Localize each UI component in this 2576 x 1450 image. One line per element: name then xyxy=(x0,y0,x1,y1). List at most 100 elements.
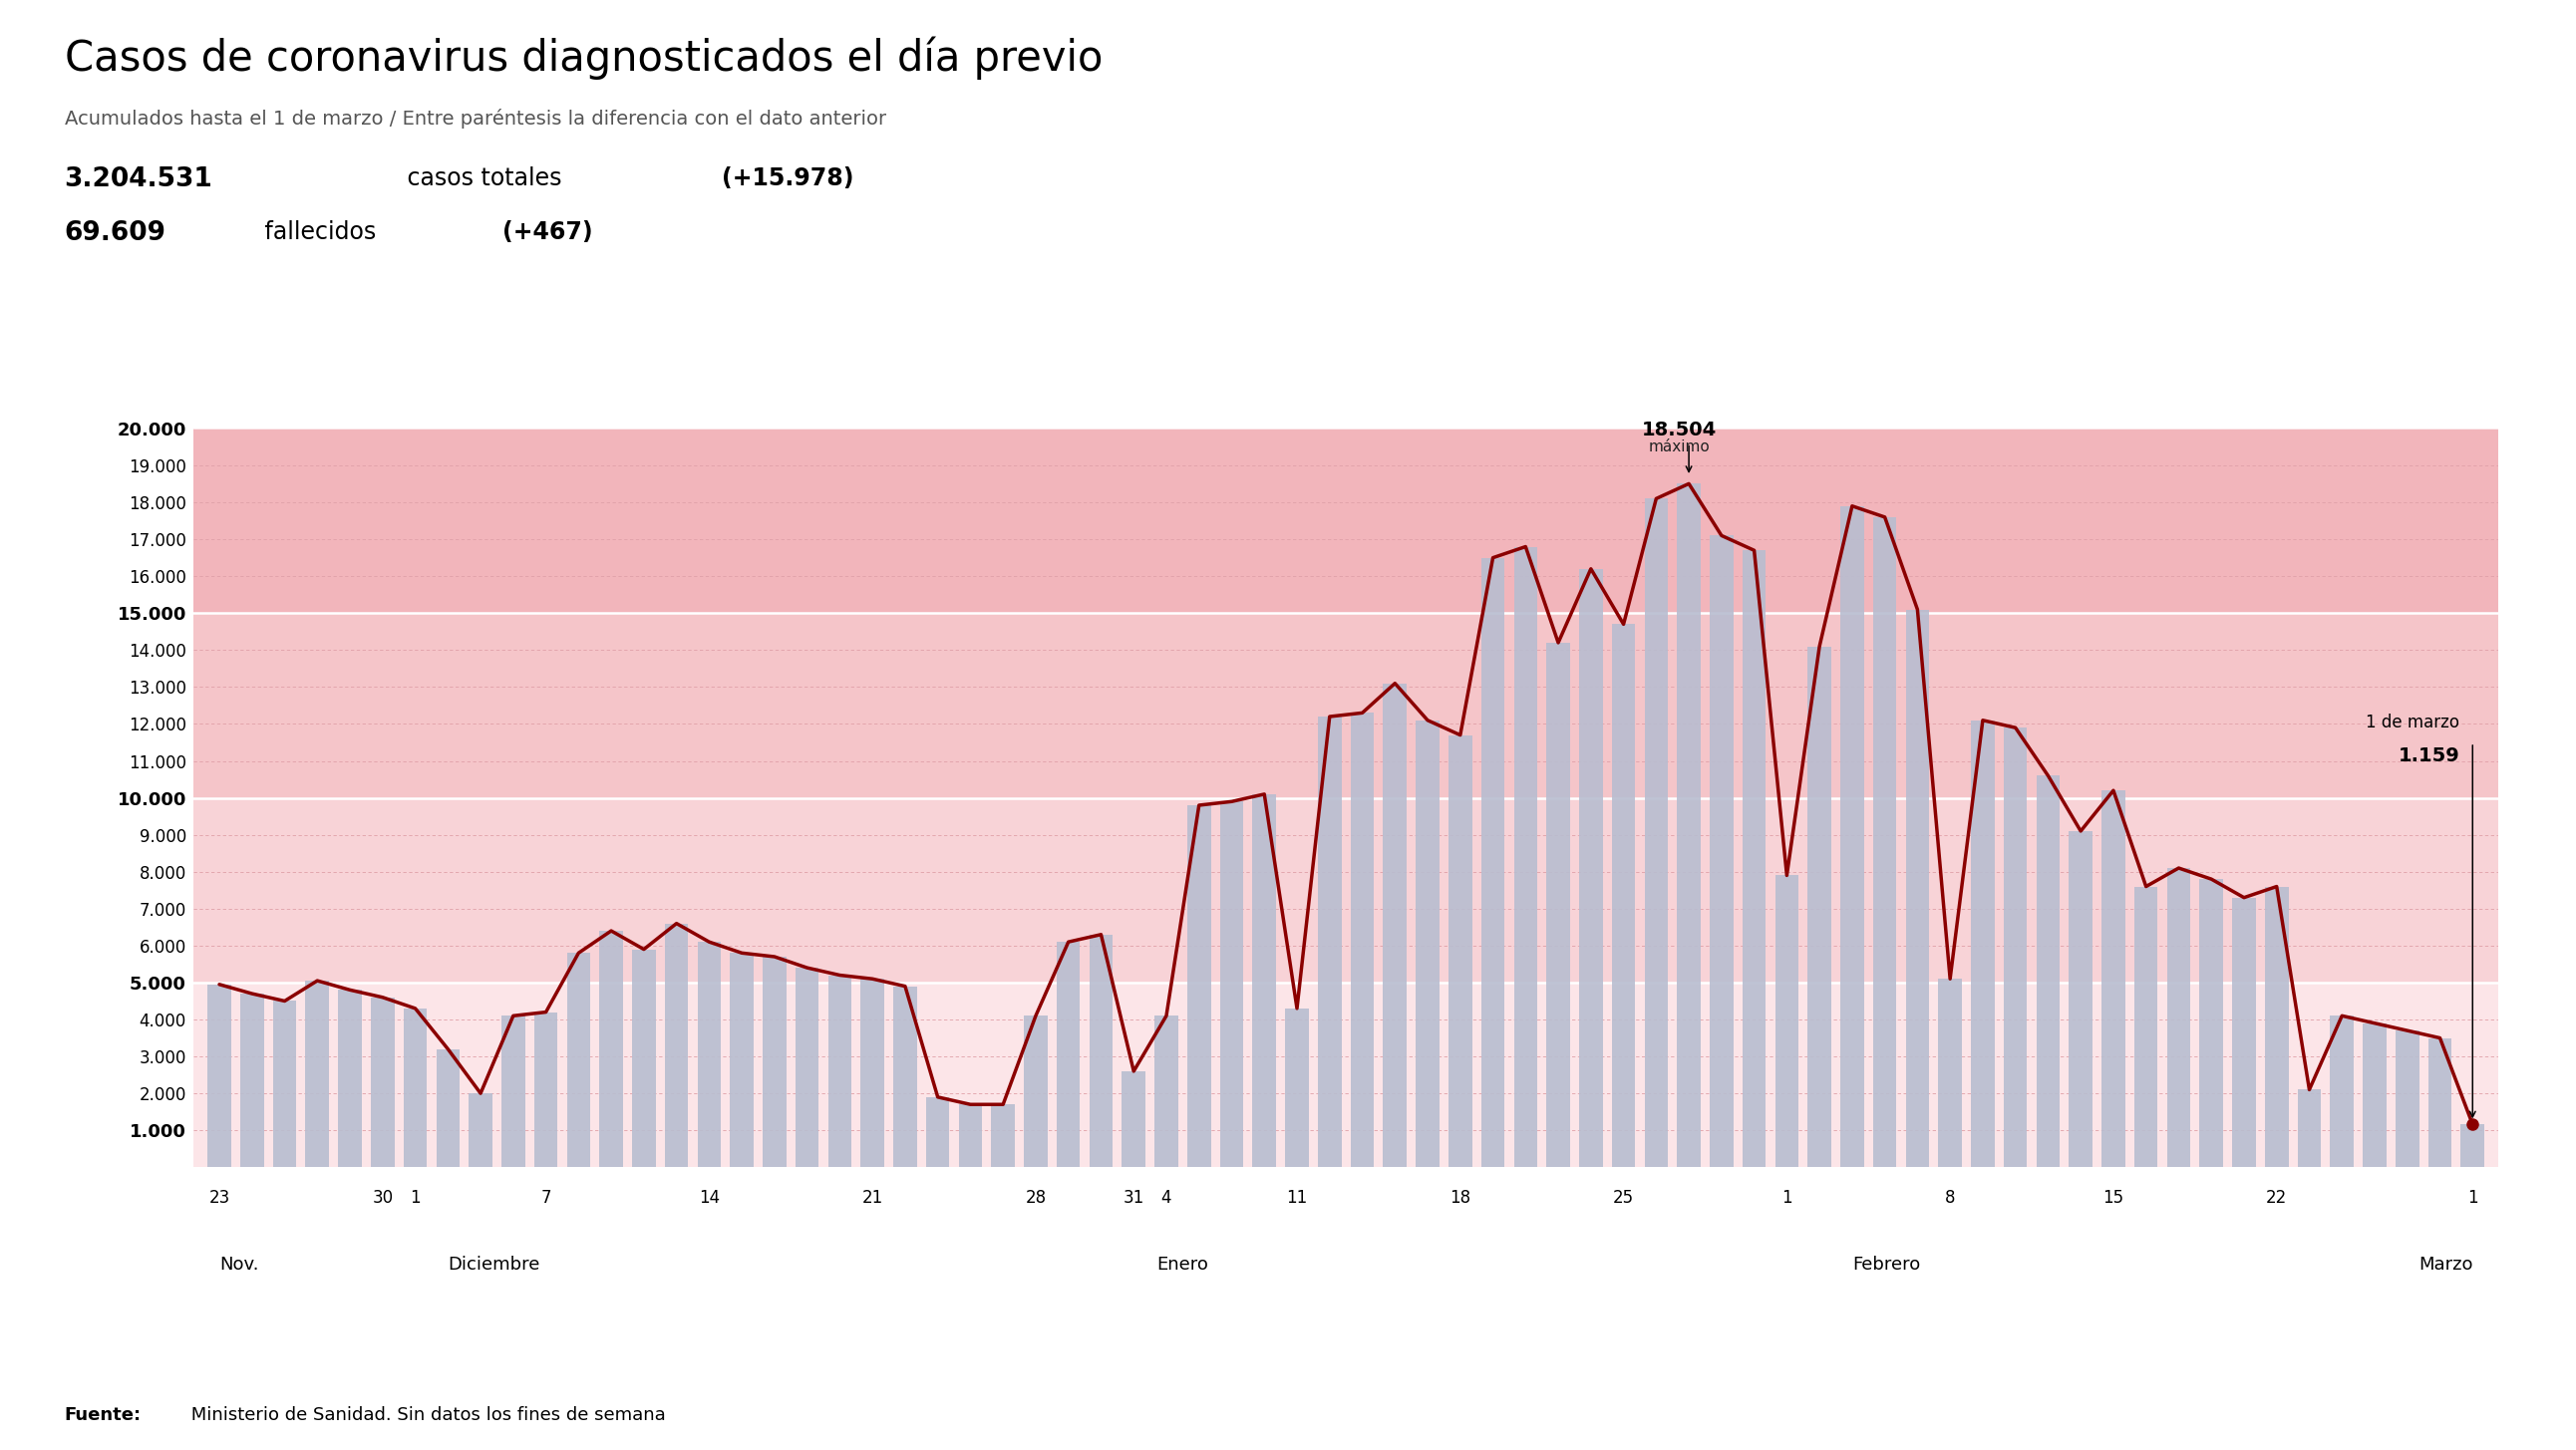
Bar xyxy=(240,993,263,1167)
Bar xyxy=(1417,721,1440,1167)
Bar xyxy=(1710,535,1734,1167)
Bar xyxy=(435,1048,459,1167)
Bar xyxy=(1839,506,1865,1167)
Bar xyxy=(1741,551,1767,1167)
Text: 21: 21 xyxy=(863,1189,884,1206)
Bar xyxy=(894,986,917,1167)
Bar xyxy=(925,1098,951,1167)
Bar xyxy=(567,953,590,1167)
Bar xyxy=(2362,1024,2385,1167)
Bar xyxy=(860,979,884,1167)
Bar xyxy=(796,967,819,1167)
Text: Ministerio de Sanidad. Sin datos los fines de semana: Ministerio de Sanidad. Sin datos los fin… xyxy=(185,1406,665,1424)
Bar xyxy=(1188,805,1211,1167)
Bar xyxy=(1546,642,1569,1167)
Text: 4: 4 xyxy=(1162,1189,1172,1206)
Bar xyxy=(2035,776,2061,1167)
Text: Acumulados hasta el 1 de marzo / Entre paréntesis la diferencia con el dato ante: Acumulados hasta el 1 de marzo / Entre p… xyxy=(64,109,886,129)
Bar xyxy=(2233,898,2257,1167)
Bar xyxy=(193,983,2499,1167)
Bar xyxy=(600,931,623,1167)
Text: 3.204.531: 3.204.531 xyxy=(64,167,214,193)
Bar xyxy=(1285,1008,1309,1167)
Text: 1: 1 xyxy=(1783,1189,1793,1206)
Bar xyxy=(958,1105,981,1167)
Bar xyxy=(533,1012,556,1167)
Bar xyxy=(209,985,232,1167)
Text: 1 de marzo: 1 de marzo xyxy=(2365,713,2460,731)
Bar xyxy=(1221,802,1244,1167)
Text: Febrero: Febrero xyxy=(1852,1256,1919,1273)
Text: 18.504: 18.504 xyxy=(1641,420,1716,439)
Bar xyxy=(2298,1090,2321,1167)
Bar xyxy=(1090,934,1113,1167)
Bar xyxy=(1643,499,1667,1167)
Bar xyxy=(2429,1038,2452,1167)
Bar xyxy=(992,1105,1015,1167)
Bar xyxy=(1252,795,1275,1167)
Text: 25: 25 xyxy=(1613,1189,1633,1206)
Bar xyxy=(2136,886,2159,1167)
Bar xyxy=(729,953,755,1167)
Bar xyxy=(1123,1072,1146,1167)
Text: 8: 8 xyxy=(1945,1189,1955,1206)
Bar xyxy=(371,998,394,1167)
Text: Nov.: Nov. xyxy=(219,1256,258,1273)
Text: 1.159: 1.159 xyxy=(2398,747,2460,766)
Text: fallecidos: fallecidos xyxy=(258,220,384,244)
Text: 30: 30 xyxy=(371,1189,394,1206)
Text: casos totales: casos totales xyxy=(399,167,569,190)
Bar xyxy=(1025,1016,1048,1167)
Bar xyxy=(1677,484,1700,1167)
Text: Marzo: Marzo xyxy=(2419,1256,2473,1273)
Bar xyxy=(193,798,2499,983)
Bar xyxy=(2200,879,2223,1167)
Text: 1: 1 xyxy=(2468,1189,2478,1206)
Bar xyxy=(193,428,2499,613)
Text: 11: 11 xyxy=(1285,1189,1309,1206)
Bar xyxy=(2264,886,2287,1167)
Bar xyxy=(2102,790,2125,1167)
Bar xyxy=(2460,1124,2483,1167)
Bar xyxy=(2396,1031,2419,1167)
Bar xyxy=(1448,735,1471,1167)
Bar xyxy=(1350,713,1373,1167)
Bar xyxy=(665,924,688,1167)
Bar xyxy=(1154,1016,1177,1167)
Text: 31: 31 xyxy=(1123,1189,1144,1206)
Bar xyxy=(1515,547,1538,1167)
Bar xyxy=(1906,609,1929,1167)
Text: Diciembre: Diciembre xyxy=(448,1256,541,1273)
Text: 23: 23 xyxy=(209,1189,229,1206)
Bar xyxy=(827,976,853,1167)
Bar xyxy=(1937,979,1963,1167)
Bar xyxy=(1971,721,1994,1167)
Bar xyxy=(1056,942,1079,1167)
Text: 7: 7 xyxy=(541,1189,551,1206)
Text: 18: 18 xyxy=(1450,1189,1471,1206)
Bar xyxy=(1319,716,1342,1167)
Bar xyxy=(1481,558,1504,1167)
Bar xyxy=(2069,831,2092,1167)
Bar xyxy=(337,990,361,1167)
Text: Fuente:: Fuente: xyxy=(64,1406,142,1424)
Text: Enero: Enero xyxy=(1157,1256,1208,1273)
Bar xyxy=(469,1093,492,1167)
Bar xyxy=(1808,647,1832,1167)
Bar xyxy=(404,1008,428,1167)
Bar xyxy=(1579,568,1602,1167)
Bar xyxy=(2004,728,2027,1167)
Text: 22: 22 xyxy=(2267,1189,2287,1206)
Text: (+467): (+467) xyxy=(502,220,592,244)
Bar xyxy=(2166,869,2190,1167)
Bar xyxy=(2331,1016,2354,1167)
Bar xyxy=(1613,624,1636,1167)
Bar xyxy=(762,957,786,1167)
Text: 69.609: 69.609 xyxy=(64,220,165,247)
Bar xyxy=(307,980,330,1167)
Bar xyxy=(1383,683,1406,1167)
Bar xyxy=(1873,518,1896,1167)
Bar xyxy=(193,613,2499,798)
Bar xyxy=(631,950,657,1167)
Text: 1: 1 xyxy=(410,1189,420,1206)
